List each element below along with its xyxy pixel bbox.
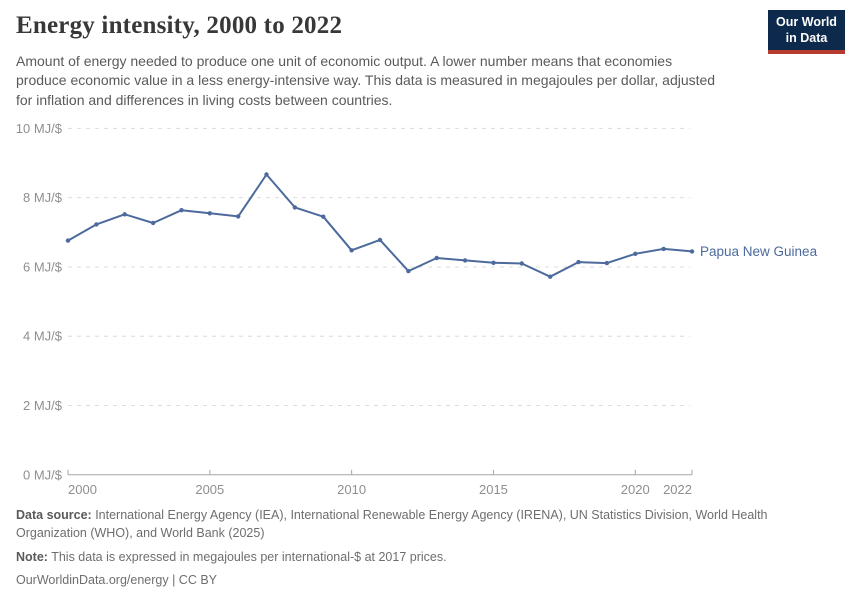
x-axis-label: 2000 xyxy=(68,482,97,497)
entity-label: Papua New Guinea xyxy=(700,244,818,259)
data-source-label: Data source: xyxy=(16,508,92,522)
data-point xyxy=(633,251,638,256)
x-axis-label: 2010 xyxy=(337,482,366,497)
x-axis-label: 2020 xyxy=(621,482,650,497)
data-point xyxy=(406,268,411,274)
y-axis-label: 4 MJ/$ xyxy=(23,329,63,344)
data-point xyxy=(321,214,326,219)
data-point xyxy=(377,237,383,243)
y-axis-label: 6 MJ/$ xyxy=(23,259,63,274)
data-point xyxy=(661,246,666,252)
x-axis-label: 2015 xyxy=(479,482,508,497)
data-point xyxy=(462,258,468,263)
note-label: Note: xyxy=(16,549,48,564)
y-axis-label: 8 MJ/$ xyxy=(23,190,63,205)
license-line: OurWorldinData.org/energy | CC BY xyxy=(16,572,816,590)
data-point xyxy=(179,208,184,213)
x-axis-label: 2005 xyxy=(195,482,224,497)
data-source-text: International Energy Agency (IEA), Inter… xyxy=(16,508,768,540)
data-point xyxy=(349,248,354,253)
data-point xyxy=(689,249,695,254)
owid-logo-line2: in Data xyxy=(785,30,828,45)
y-axis-label: 0 MJ/$ xyxy=(23,467,63,482)
chart-footer: Data source: International Energy Agency… xyxy=(16,507,816,596)
data-point xyxy=(264,172,269,177)
y-axis-label: 10 MJ/$ xyxy=(16,121,63,136)
page-title: Energy intensity, 2000 to 2022 xyxy=(16,12,343,39)
data-point xyxy=(292,205,298,210)
owid-logo-red-bar xyxy=(768,50,845,55)
data-point xyxy=(207,211,212,216)
note-text: This data is expressed in megajoules per… xyxy=(47,549,447,564)
note-line: Note: This data is expressed in megajoul… xyxy=(16,549,816,567)
data-point xyxy=(65,238,71,243)
line-series xyxy=(67,173,693,278)
data-point xyxy=(94,222,99,227)
data-point xyxy=(122,212,127,217)
data-point xyxy=(150,220,156,226)
data-point xyxy=(236,214,241,219)
data-point xyxy=(491,260,496,265)
owid-logo: Our World in Data xyxy=(768,10,845,55)
data-point xyxy=(434,255,439,261)
owid-logo-box: Our World in Data xyxy=(768,10,845,51)
data-point xyxy=(576,259,581,265)
data-point xyxy=(604,260,610,266)
x-axis-label: 2022 xyxy=(663,482,692,497)
data-source-line: Data source: International Energy Agency… xyxy=(16,507,816,543)
data-point xyxy=(519,261,524,266)
y-axis-label: 2 MJ/$ xyxy=(23,398,63,413)
data-point xyxy=(548,274,553,279)
chart-subtitle: Amount of energy needed to produce one u… xyxy=(16,53,716,108)
owid-link[interactable]: OurWorldinData.org/energy | CC BY xyxy=(16,573,218,588)
owid-logo-line1: Our World xyxy=(776,15,837,29)
